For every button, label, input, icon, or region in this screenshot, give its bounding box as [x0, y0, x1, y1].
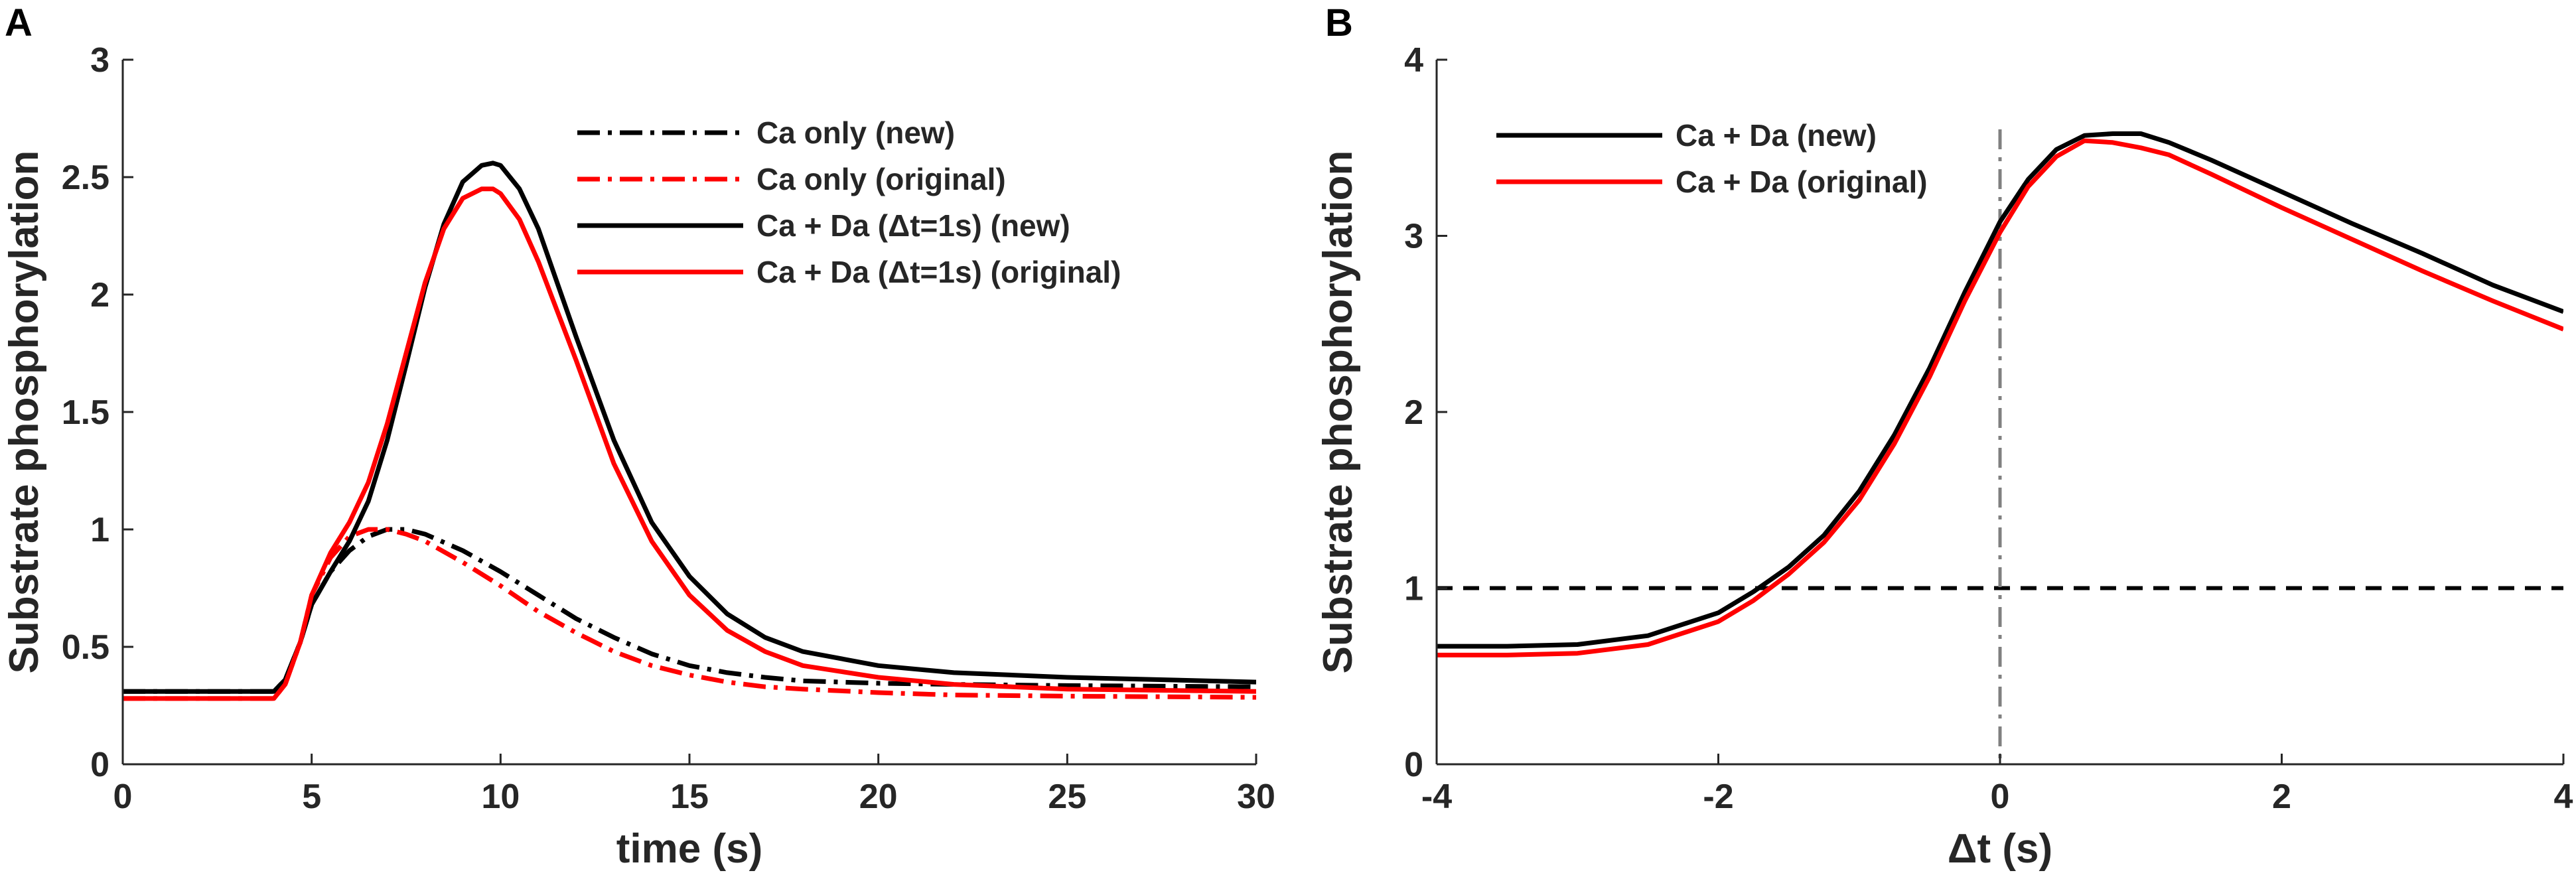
panel-a-y-tick-label: 0.5 [62, 628, 109, 667]
panel-a-x-tick-label: 10 [481, 778, 520, 816]
panel-a-series-line-2 [123, 527, 1256, 701]
panel-a-x-tick-label: 0 [113, 778, 133, 816]
panel-a-y-tick-label: 0 [90, 746, 109, 784]
panel-a-y-tick-label: 1.5 [62, 393, 109, 432]
panel-a-x-tick-label: 20 [859, 778, 898, 816]
panel-b-x-tick-label: 4 [2554, 778, 2573, 816]
panel-a-y-tick-label: 1 [90, 511, 109, 549]
panel-b-y-tick-label: 2 [1404, 393, 1423, 432]
panel-b-y-tick-label: 1 [1404, 570, 1423, 608]
panel-b-series-line-2 [1437, 138, 2563, 657]
panel-a-x-tick-label: 15 [670, 778, 709, 816]
panel-a-legend-label-2: Ca only (original) [756, 162, 1006, 196]
panel-a-letter: A [5, 1, 33, 44]
panel-b-letter: B [1325, 1, 1353, 44]
panel-b-y-tick-label: 3 [1404, 218, 1423, 256]
panel-b-x-tick-label: -2 [1703, 778, 1733, 816]
panel-a-x-tick-label: 5 [302, 778, 321, 816]
panel-b-y-tick-label: 0 [1404, 746, 1423, 784]
panel-a-series-line-1 [123, 527, 1256, 694]
panel-a-x-axis-label: time (s) [616, 826, 762, 872]
panel-a-series-line-3 [123, 161, 1256, 694]
panel-b-legend-label-1: Ca + Da (new) [1676, 118, 1877, 153]
panel-a-legend: Ca only (new) Ca only (original) Ca + Da (… [577, 115, 1121, 289]
panel-b-x-axis-label: Δt (s) [1948, 826, 2052, 872]
panel-b-legend-label-2: Ca + Da (original) [1676, 165, 1928, 199]
panel-a-legend-label-1: Ca only (new) [756, 115, 955, 150]
panel-b-y-axis-label: Substrate phosphorylation [1315, 151, 1361, 674]
panel-a-x-tick-label: 25 [1048, 778, 1086, 816]
panel-a-legend-label-4: Ca + Da (Δt=1s) (original) [756, 255, 1121, 289]
panel-b-legend: Ca + Da (new) Ca + Da (original) [1496, 118, 1928, 199]
panel-a-y-axis-label: Substrate phosphorylation [1, 151, 47, 674]
panel-b-series-line-1 [1437, 131, 2563, 649]
panel-a-y-tick-label: 3 [90, 41, 109, 80]
panel-b-x-tick-label: 2 [2272, 778, 2291, 816]
panel-a-x-tick-label: 30 [1237, 778, 1275, 816]
panel-b-x-tick-label: 0 [1991, 778, 2010, 816]
panel-a-y-tick-label: 2.5 [62, 159, 109, 197]
panel-b-x-tick-label: -4 [1421, 778, 1452, 816]
panel-a: 0 5 10 15 20 25 30 0 0.5 1 1.5 2 2.5 3 time (s) Substra… [1, 1, 1275, 872]
panel-a-series-line-4 [123, 186, 1256, 701]
panel-a-legend-label-3: Ca + Da (Δt=1s) (new) [756, 208, 1070, 243]
panel-b: -4 -2 0 2 4 0 1 2 3 4 Δt (s) Substrate phosphorylat… [1315, 1, 2573, 872]
panel-a-y-tick-label: 2 [90, 276, 109, 314]
panel-b-y-tick-label: 4 [1404, 41, 1423, 80]
